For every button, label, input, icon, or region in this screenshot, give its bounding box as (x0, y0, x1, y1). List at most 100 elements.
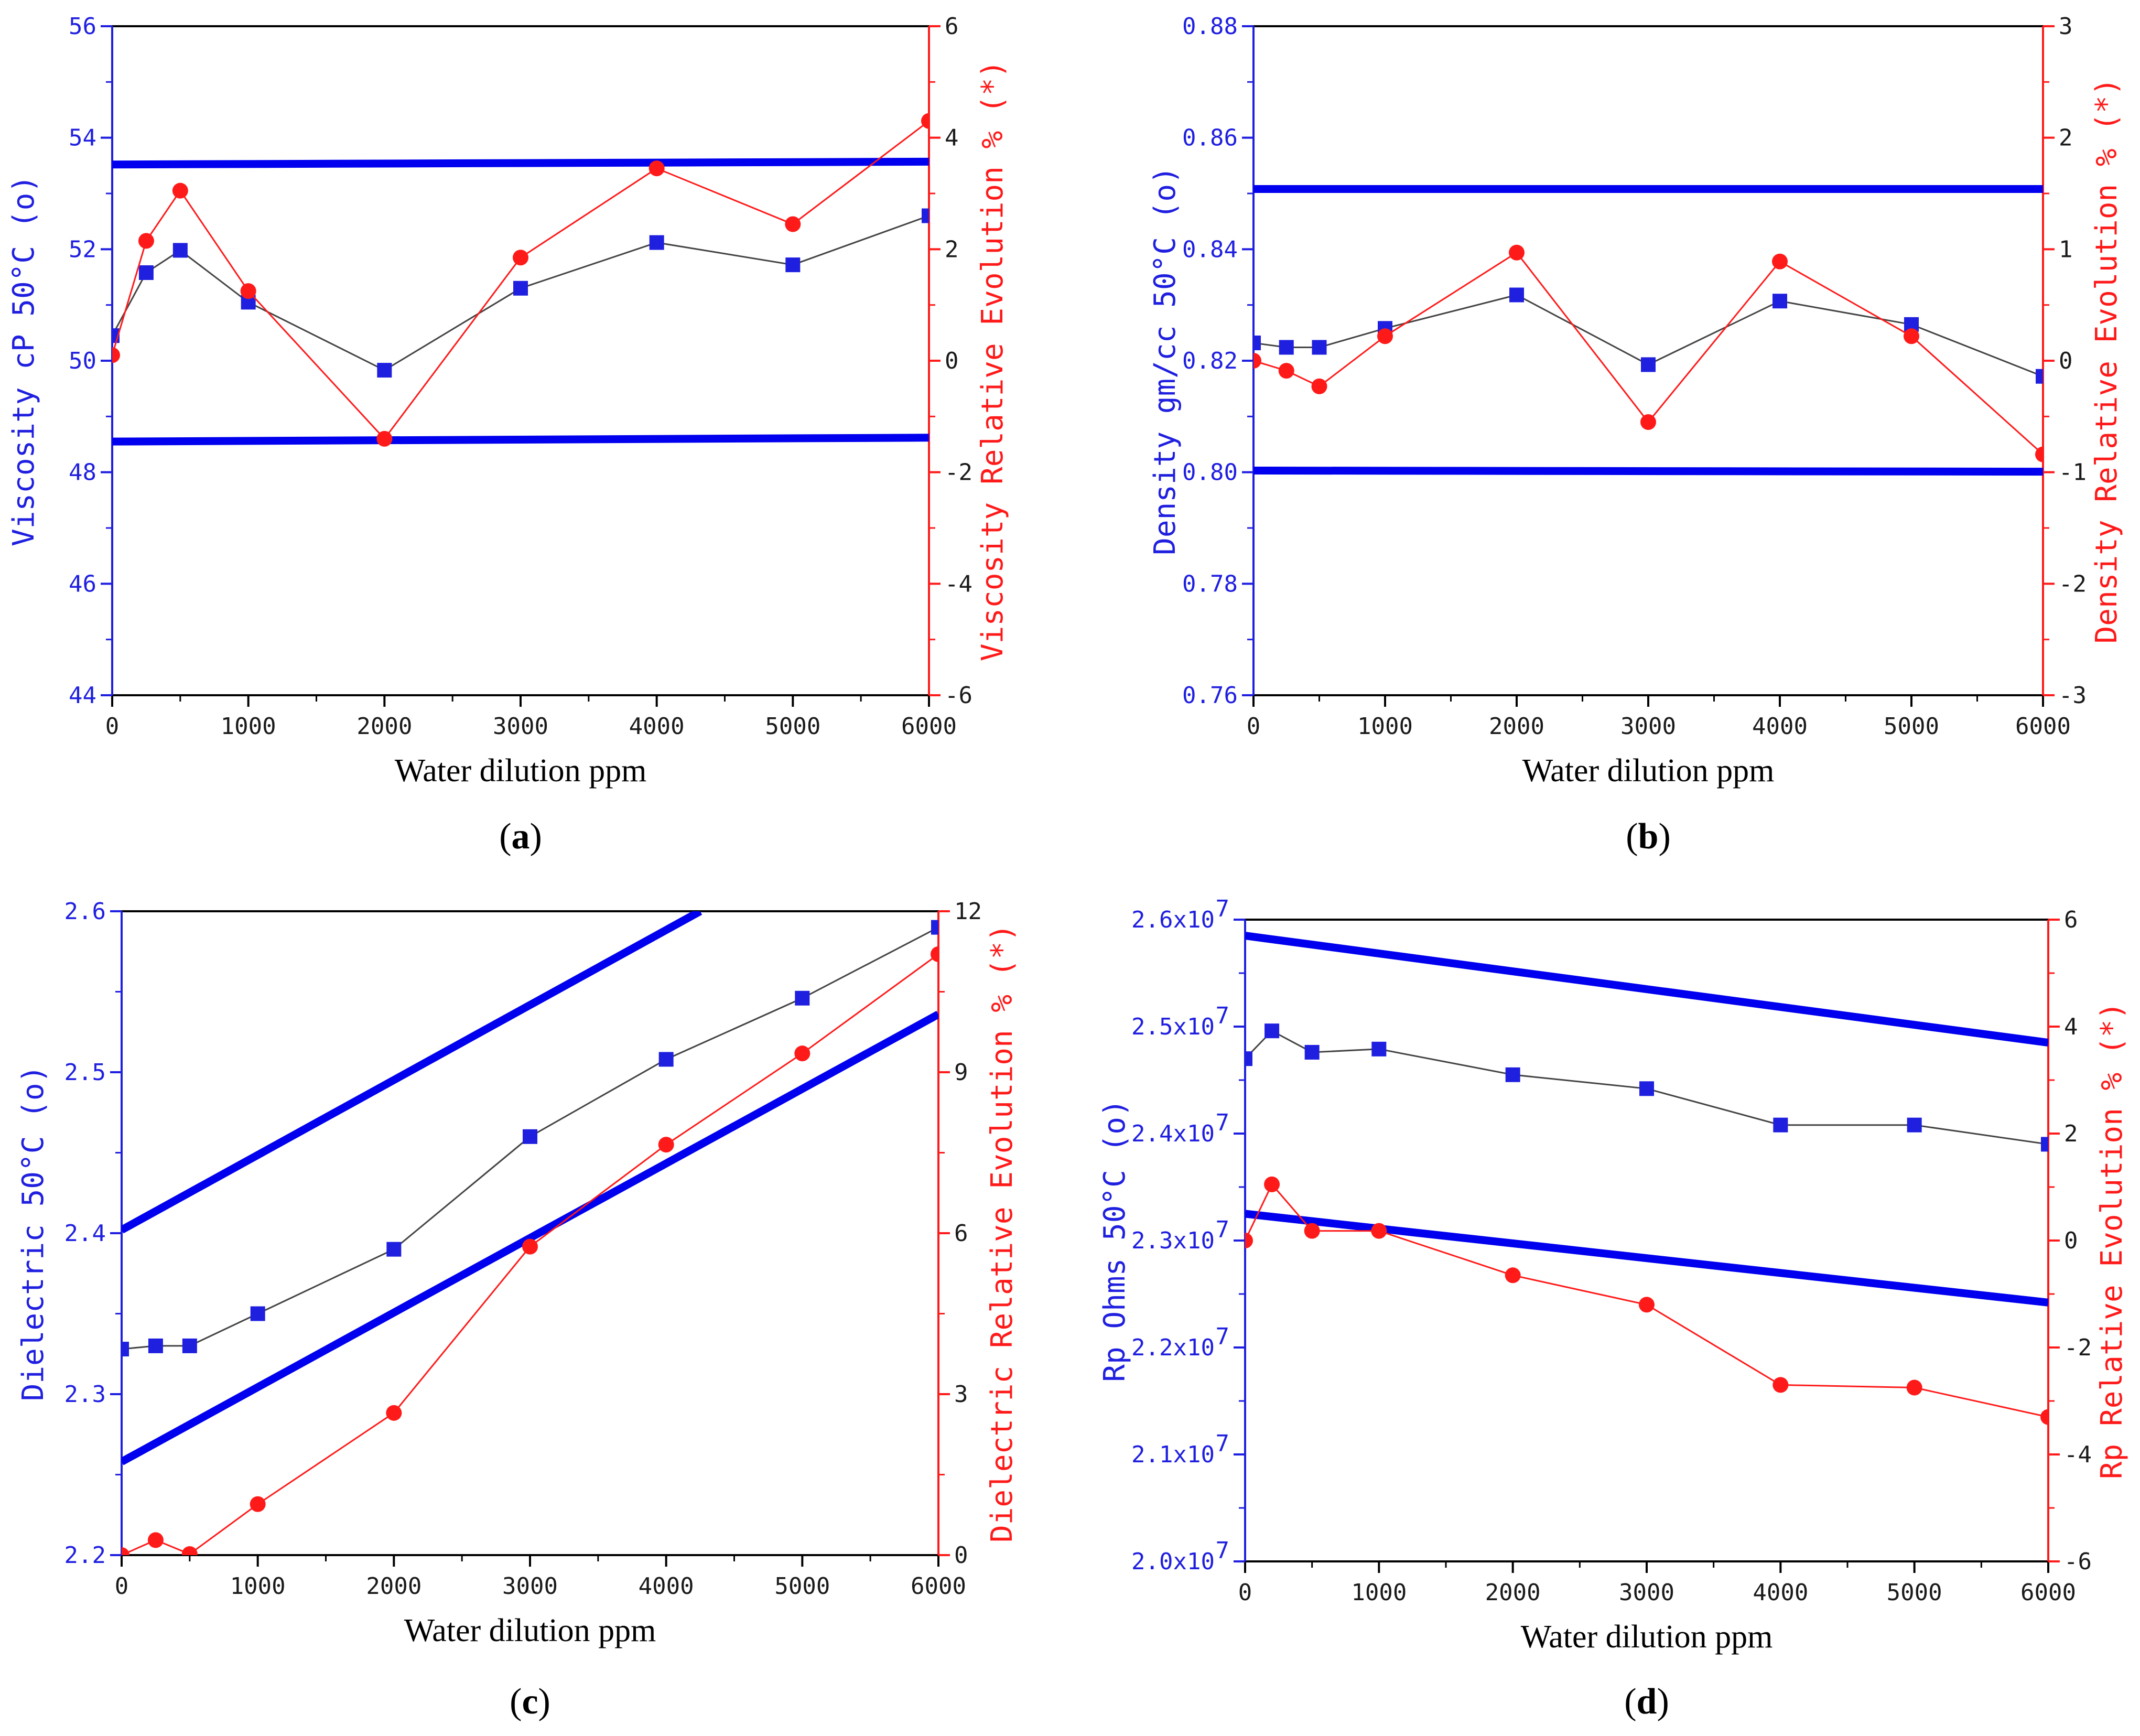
right-y-tick-label: 1 (2059, 236, 2073, 263)
right-y-tick-label: 3 (954, 1381, 968, 1408)
left-series-point (386, 1242, 402, 1257)
caption-close-paren: ) (1657, 1681, 1669, 1722)
left-series-point (250, 1306, 265, 1321)
x-tick-label: 5000 (765, 713, 820, 740)
x-tick-label: 3000 (1620, 713, 1676, 740)
x-tick-label: 5000 (774, 1573, 830, 1600)
x-tick-label: 1000 (1351, 1579, 1407, 1606)
x-tick-label: 6000 (2020, 1579, 2076, 1606)
right-y-tick-label: -3 (2059, 682, 2087, 709)
x-tick-label: 3000 (502, 1573, 558, 1600)
plot-area (122, 911, 938, 1555)
right-y-axis-title: Density Relative Evolution % (*) (2090, 78, 2124, 644)
right-y-tick-label: -1 (2059, 459, 2087, 486)
caption-open-paren: ( (1626, 816, 1638, 857)
right-y-tick-label: -4 (945, 570, 972, 597)
right-y-tick-label: 12 (954, 898, 982, 925)
right-series-point (240, 283, 256, 299)
right-series-point (1311, 378, 1327, 394)
left-series-point (1371, 1041, 1387, 1056)
left-series-point (1509, 287, 1524, 303)
right-y-tick-label: -6 (945, 682, 972, 709)
x-tick-label: 2000 (1489, 713, 1544, 740)
left-series-point (1639, 1081, 1654, 1096)
left-y-tick-label: 2.2x10 (1131, 1334, 1215, 1361)
x-tick-label: 5000 (1884, 713, 1939, 740)
chart-b: 0 1000 2000 3000 4000 5000 6000 0.76 0.78 0.80 0.8… (1148, 13, 2124, 857)
caption-open-paren: ( (1624, 1681, 1636, 1722)
left-y-tick-label: 46 (69, 570, 96, 597)
caption-close-paren: ) (538, 1681, 550, 1722)
left-series-point (1264, 1023, 1280, 1039)
right-y-tick-label: 4 (945, 125, 959, 152)
left-series-point (658, 1052, 674, 1067)
left-y-tick-label: 52 (69, 236, 96, 263)
left-y-tick-label: 0.84 (1182, 236, 1238, 263)
caption-letter: b (1638, 816, 1659, 857)
right-series-point (1509, 244, 1525, 261)
left-y-tick-label: 2.5 (64, 1059, 106, 1086)
right-series-point (172, 182, 188, 199)
right-y-tick-label: 3 (2059, 13, 2073, 40)
left-y-tick-exponent: 7 (1216, 1323, 1230, 1350)
x-tick-label: 4000 (1753, 1579, 1808, 1606)
caption-close-paren: ) (530, 816, 542, 857)
x-axis-title: Water dilution ppm (404, 1613, 656, 1648)
right-y-tick-label: -2 (945, 459, 972, 486)
right-series-point (147, 1532, 164, 1548)
chart-c: 0 1000 2000 3000 4000 5000 6000 2.2 2.3 2.4 2.5 2.6… (16, 898, 1019, 1722)
left-series-point (931, 920, 938, 935)
x-tick-label: 2000 (366, 1573, 421, 1600)
caption-letter: c (522, 1681, 538, 1722)
right-series-point (1371, 1223, 1387, 1239)
plot-area (112, 113, 929, 447)
left-series-point (2036, 369, 2043, 384)
right-y-tick-label: 6 (954, 1220, 968, 1247)
left-y-axis-title: Dielectric 50°C (o) (16, 1065, 50, 1401)
left-y-axis-title: Viscosity cP 50°C (o) (7, 175, 41, 546)
left-series-point (2041, 1137, 2048, 1152)
reference-band-line (1253, 466, 2043, 476)
left-series-point (182, 1338, 197, 1353)
right-series-point (1639, 1297, 1655, 1313)
right-y-tick-label: -4 (2064, 1441, 2092, 1468)
left-series-point (1772, 294, 1787, 309)
right-series-point (794, 1045, 810, 1062)
x-axis-title: Water dilution ppm (1521, 1619, 1773, 1655)
right-series-point (522, 1238, 538, 1255)
reference-band-line (122, 911, 702, 1234)
left-y-tick-label: 0.78 (1182, 570, 1238, 597)
x-tick-label: 4000 (639, 1573, 694, 1600)
x-tick-label: 5000 (1887, 1579, 1942, 1606)
left-series-point (1312, 340, 1327, 355)
caption-letter: d (1637, 1681, 1657, 1722)
right-series-point (2040, 1409, 2048, 1425)
panel-caption: (b) (1626, 816, 1671, 857)
right-y-tick-label: 2 (945, 236, 959, 263)
right-y-tick-label: 2 (2059, 125, 2073, 152)
right-series-point (138, 233, 154, 249)
x-tick-label: 4000 (1752, 713, 1808, 740)
reference-band-line (112, 157, 929, 169)
right-series-point (1772, 1377, 1789, 1393)
left-y-tick-exponent: 7 (1216, 1109, 1230, 1136)
left-series-point (1304, 1044, 1320, 1060)
right-series-line (112, 120, 929, 440)
left-y-tick-label: 48 (69, 459, 96, 486)
reference-band-line (112, 434, 929, 446)
left-y-tick-exponent: 7 (1216, 1430, 1230, 1457)
left-y-tick-label: 2.3 (64, 1381, 106, 1408)
right-series-point (2035, 446, 2043, 462)
panel-caption: (d) (1624, 1681, 1669, 1722)
x-tick-label: 1000 (1357, 713, 1413, 740)
right-y-tick-label: 4 (2064, 1013, 2078, 1040)
left-series-point (513, 281, 528, 296)
panel-caption: (c) (510, 1681, 550, 1722)
left-y-axis-title: Rp Ohms 50°C (o) (1098, 1099, 1132, 1382)
x-tick-label: 4000 (629, 713, 685, 740)
right-series-point (1640, 414, 1656, 430)
right-series-point (931, 946, 938, 962)
right-y-tick-label: 6 (945, 13, 959, 40)
left-series-point (922, 208, 929, 223)
